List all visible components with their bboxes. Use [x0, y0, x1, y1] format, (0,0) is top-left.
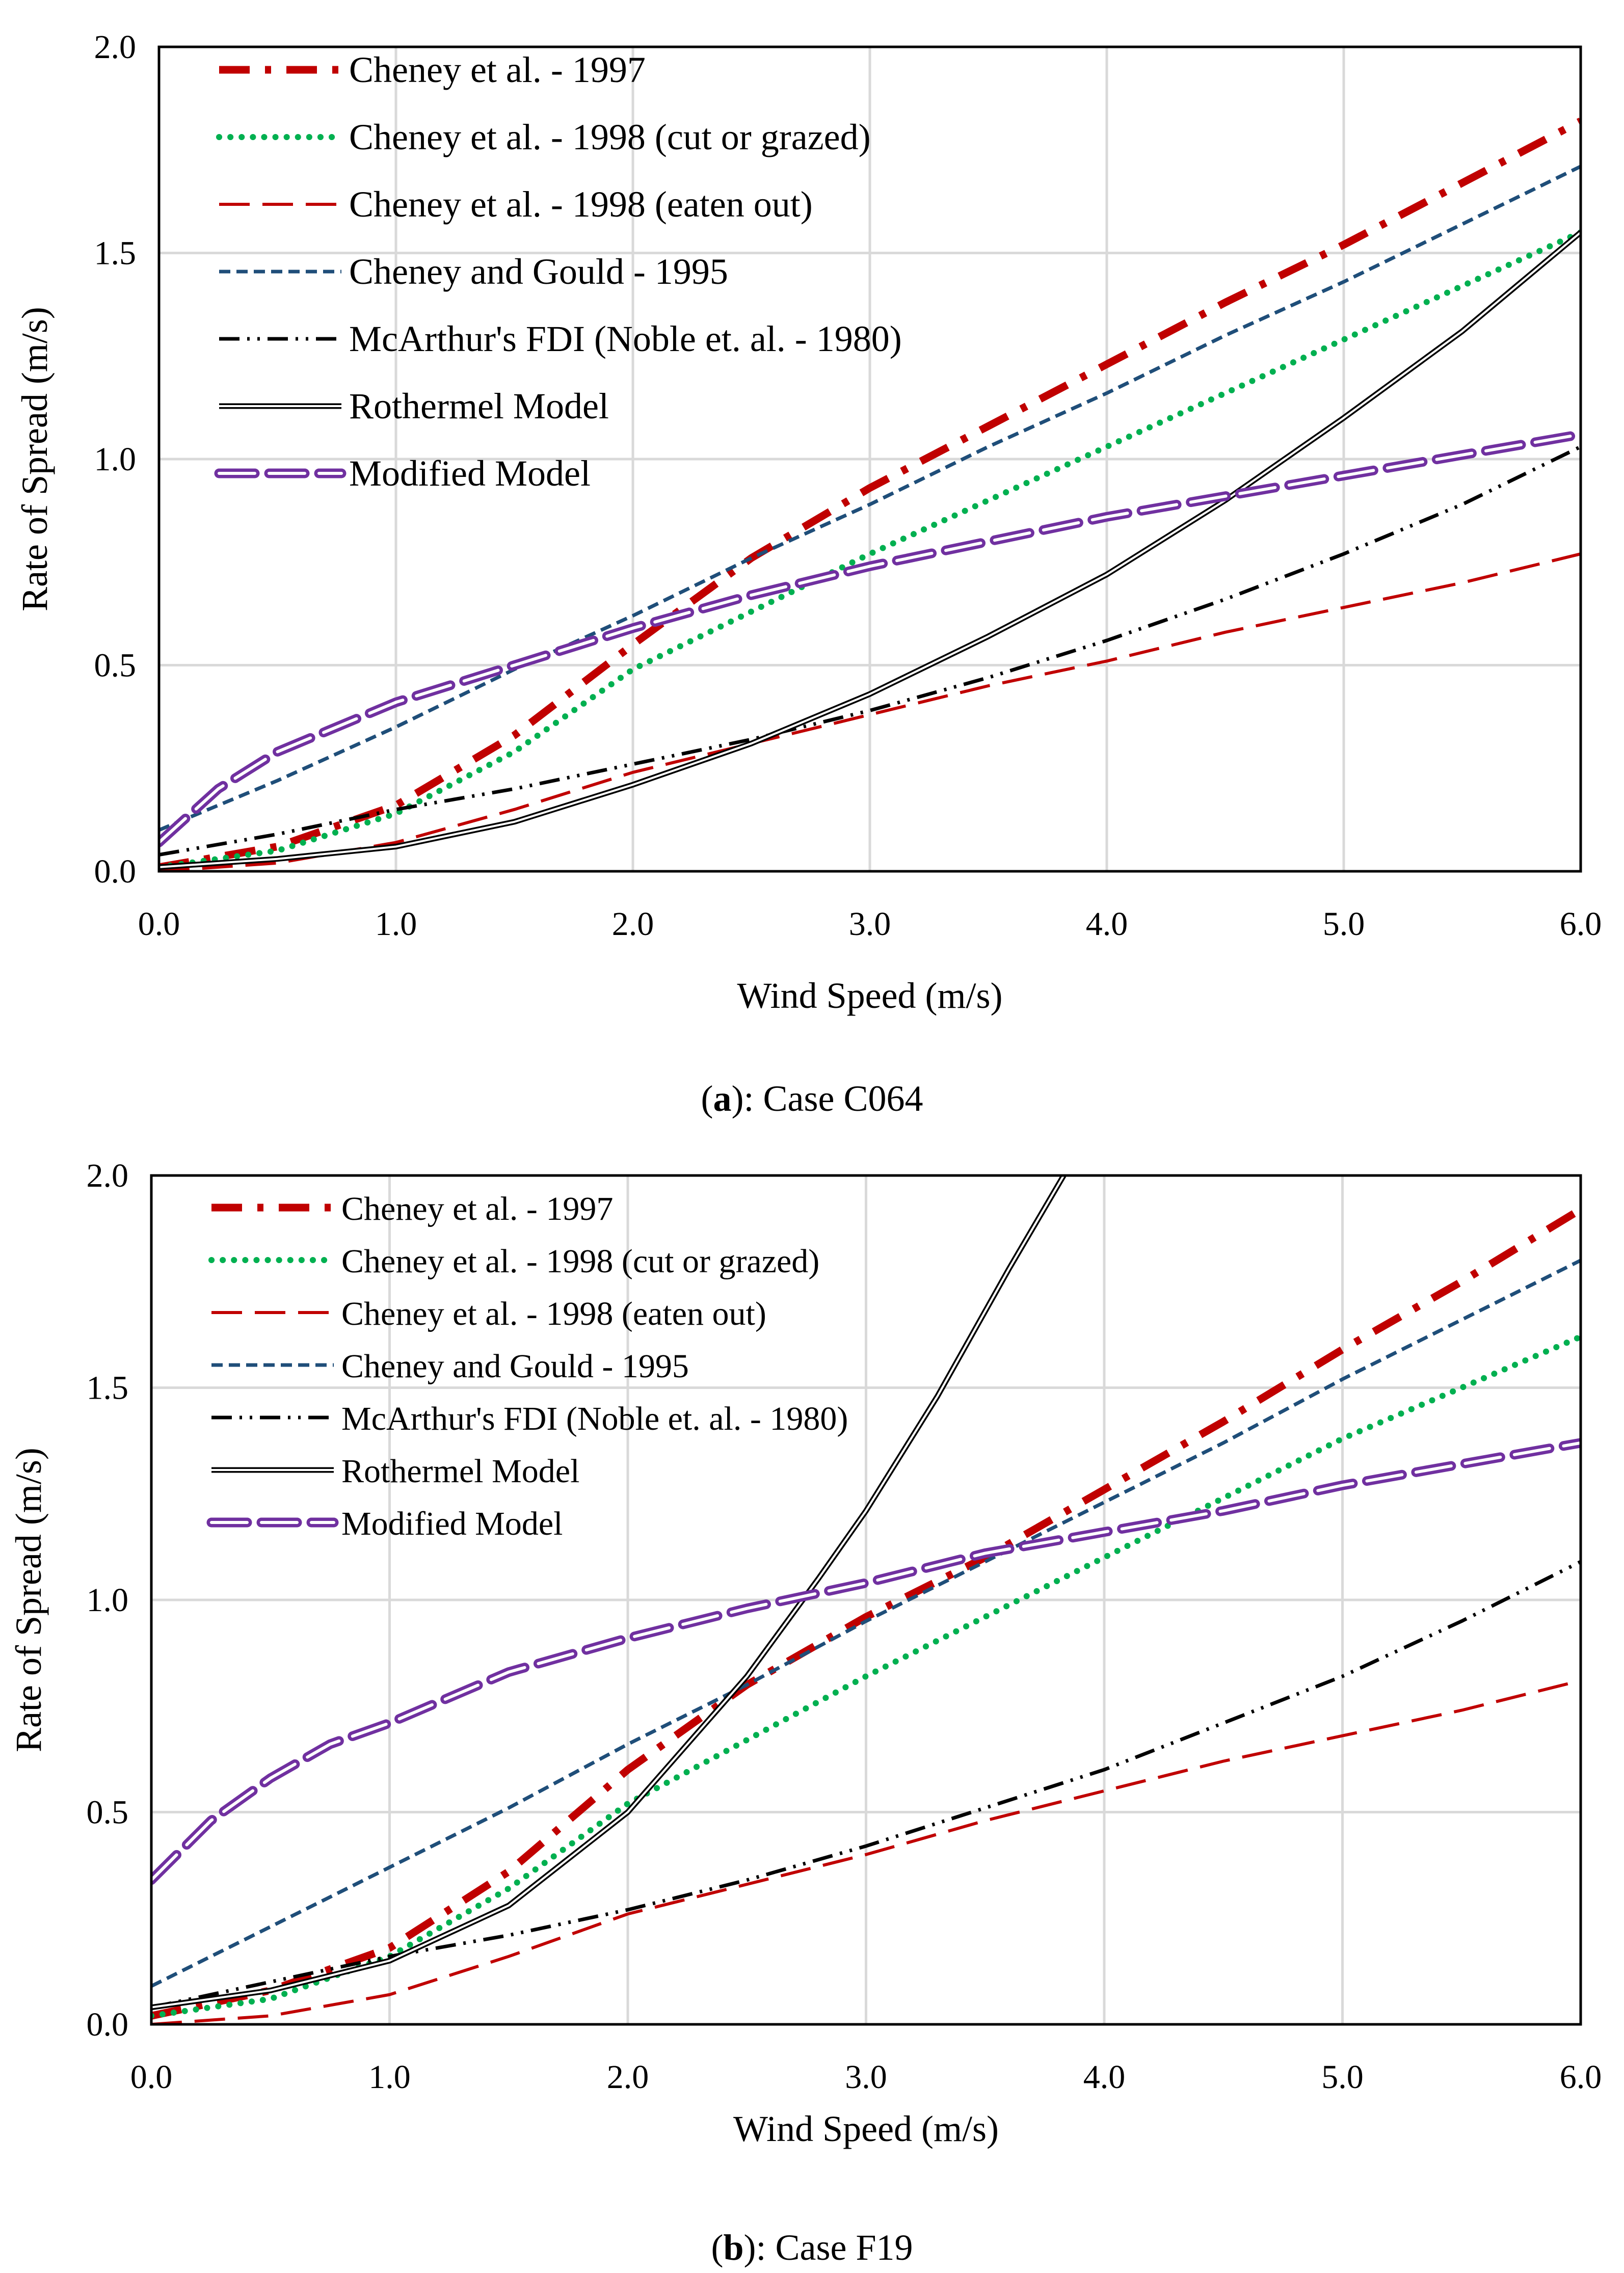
- series-path: [151, 1174, 1065, 2009]
- plot-frame: [157, 45, 1582, 873]
- x-tick-label: 1.0: [368, 2058, 411, 2096]
- legend-item: Cheney et al. - 1997: [211, 1190, 613, 1227]
- y-tick-label: 1.5: [94, 235, 137, 272]
- series-path: [159, 117, 1581, 871]
- legend: Cheney et al. - 1997 Cheney et al. - 1998…: [206, 1190, 848, 1542]
- x-tick-label: 0.0: [138, 905, 180, 943]
- legend-label: Cheney et al. - 1998 (eaten out): [341, 1295, 766, 1332]
- series-path: [151, 1259, 1581, 1988]
- x-tick-label: 2.0: [607, 2058, 649, 2096]
- y-tick-label: 0.5: [94, 647, 137, 684]
- y-tick-label: 1.0: [94, 441, 137, 478]
- caption-b-text: ): Case F19: [743, 2227, 913, 2268]
- legend-label: Cheney et al. - 1998 (cut or grazed): [341, 1243, 819, 1280]
- y-tick-label: 0.5: [87, 1794, 129, 1831]
- x-tick-label: 6.0: [1560, 2058, 1602, 2096]
- legend-label: Cheney and Gould - 1995: [341, 1348, 689, 1385]
- x-axis-label: Wind Speed (m/s): [737, 975, 1002, 1016]
- series-line-dotted-green: [159, 229, 1581, 870]
- legend-label: Cheney et al. - 1998 (eaten out): [349, 184, 813, 225]
- caption-a: (a): Case C064: [701, 1078, 923, 1119]
- series-path: [151, 1560, 1581, 2010]
- legend-label: McArthur's FDI (Noble et. al. - 1980): [341, 1400, 848, 1437]
- series-path: [159, 433, 1581, 844]
- series-line-double-black: [151, 1174, 1067, 2011]
- y-tick-label: 0.0: [87, 2006, 129, 2043]
- legend-label: McArthur's FDI (Noble et. al. - 1980): [349, 318, 902, 359]
- y-axis-label: Rate of Spread (m/s): [8, 1448, 49, 1752]
- series-path: [151, 1679, 1581, 2024]
- legend-item: Cheney and Gould - 1995: [211, 1348, 689, 1385]
- series-path: [159, 231, 1581, 868]
- legend-item: Cheney et al. - 1998 (eaten out): [211, 1295, 766, 1332]
- plot-frame: [150, 1174, 1582, 2026]
- y-axis-label: Rate of Spread (m/s): [14, 307, 55, 611]
- series-line-dashdotdot-black: [159, 445, 1581, 857]
- series-line-double-black: [159, 230, 1581, 870]
- legend-item: Modified Model: [214, 453, 591, 494]
- series-line-shortdash-blue: [159, 165, 1581, 832]
- series-line-doubledash-purple: [151, 1438, 1581, 1885]
- legend-item: Rothermel Model: [219, 386, 609, 426]
- series-path: [151, 1206, 1581, 2020]
- series-path: [159, 445, 1581, 857]
- chart-panel-b: 0.0 1.0 2.0 3.0 4.0 5.0 6.0 0.0 0.5 1.0 1.5 2.0 Wind…: [8, 1157, 1602, 2149]
- x-tick-label: 3.0: [849, 905, 891, 943]
- legend-label: Cheney et al. - 1997: [341, 1190, 613, 1227]
- y-tick-label: 2.0: [94, 29, 137, 66]
- series-line-longdash-red: [159, 552, 1581, 871]
- y-tick-label: 1.0: [87, 1582, 129, 1619]
- legend-label: Rothermel Model: [349, 386, 609, 426]
- x-tick-label: 6.0: [1560, 905, 1602, 943]
- legend-label: Modified Model: [341, 1505, 563, 1542]
- caption-a-text: ): Case C064: [731, 1078, 923, 1119]
- legend-item: Cheney et al. - 1997: [219, 49, 646, 90]
- series-line-dashdotdot-black: [151, 1560, 1581, 2010]
- x-tick-label: 0.0: [130, 2058, 173, 2096]
- series-group: [151, 1174, 1581, 2024]
- legend-label: Cheney et al. - 1997: [349, 49, 646, 90]
- x-tick-label: 5.0: [1321, 2058, 1364, 2096]
- legend-label: Cheney and Gould - 1995: [349, 251, 728, 292]
- x-tick-label: 4.0: [1086, 905, 1128, 943]
- legend-item: Cheney et al. - 1998 (cut or grazed): [208, 1243, 819, 1280]
- series-group: [159, 117, 1581, 871]
- y-tick-label: 1.5: [87, 1370, 129, 1407]
- x-tick-label: 2.0: [612, 905, 654, 943]
- series-line-dashdot-red: [151, 1206, 1581, 2020]
- legend-label: Rothermel Model: [341, 1453, 579, 1490]
- legend-item: Cheney et al. - 1998 (cut or grazed): [216, 117, 871, 157]
- x-tick-label: 1.0: [375, 905, 417, 943]
- legend-item: Cheney and Gould - 1995: [219, 251, 728, 292]
- legend: Cheney et al. - 1997 Cheney et al. - 1998…: [214, 49, 902, 494]
- caption-b-letter: b: [723, 2227, 744, 2268]
- series-path: [151, 1441, 1581, 1882]
- legend-item: Rothermel Model: [211, 1453, 579, 1490]
- x-tick-label: 5.0: [1323, 905, 1365, 943]
- legend-label: Cheney et al. - 1998 (cut or grazed): [349, 117, 871, 157]
- legend-item: McArthur's FDI (Noble et. al. - 1980): [219, 318, 902, 359]
- caption-b: (b): Case F19: [711, 2227, 913, 2268]
- series-line-doubledash-purple: [159, 430, 1581, 847]
- chart-panel-a: 0.0 1.0 2.0 3.0 4.0 5.0 6.0 0.0 0.5 1.0 1.5 2.0 Wind…: [14, 29, 1602, 1016]
- x-tick-label: 3.0: [845, 2058, 887, 2096]
- caption-a-letter: a: [713, 1078, 732, 1119]
- legend-item: Cheney et al. - 1998 (eaten out): [219, 184, 813, 225]
- series-line-longdash-red: [151, 1679, 1581, 2024]
- x-axis-label: Wind Speed (m/s): [733, 2108, 999, 2149]
- series-path: [159, 165, 1581, 832]
- x-tick-label: 4.0: [1083, 2058, 1126, 2096]
- series-line-shortdash-blue: [151, 1259, 1581, 1988]
- legend-label: Modified Model: [349, 453, 591, 494]
- legend-item: McArthur's FDI (Noble et. al. - 1980): [211, 1400, 848, 1437]
- series-line-dashdot-red: [159, 117, 1581, 871]
- y-tick-label: 0.0: [94, 853, 137, 890]
- y-tick-label: 2.0: [87, 1157, 129, 1194]
- series-path: [159, 229, 1581, 870]
- legend-item: Modified Model: [206, 1505, 563, 1542]
- series-path: [159, 552, 1581, 871]
